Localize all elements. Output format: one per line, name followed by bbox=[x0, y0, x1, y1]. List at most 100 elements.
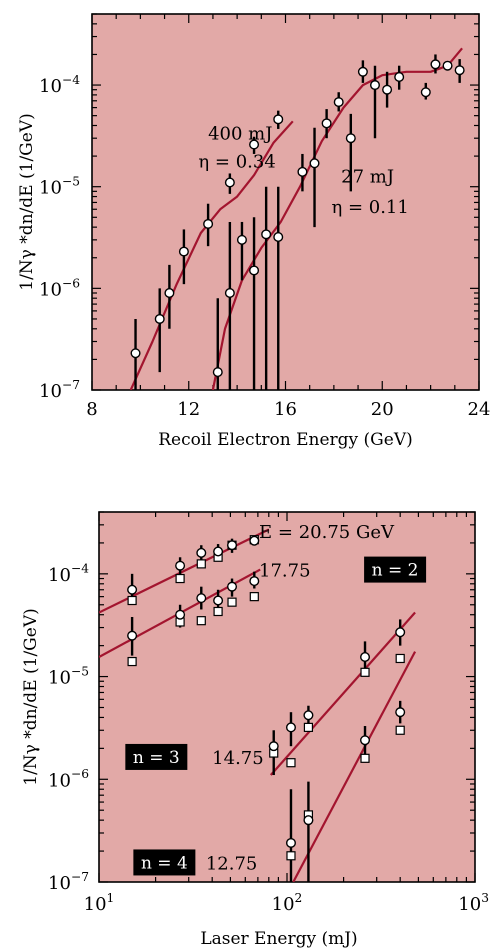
plot-2-frame bbox=[98, 511, 476, 883]
plot-1 bbox=[91, 13, 480, 391]
fit-line bbox=[269, 611, 416, 776]
data-point-square bbox=[196, 559, 206, 569]
annotation: 17.75 bbox=[259, 561, 311, 582]
data-point bbox=[442, 60, 453, 71]
data-point bbox=[394, 72, 405, 83]
data-point bbox=[345, 133, 356, 144]
data-point bbox=[236, 234, 247, 245]
y-tick-label-exp: −5 bbox=[71, 664, 89, 678]
data-point-square bbox=[360, 667, 370, 677]
x-tick-label-exp: 3 bbox=[481, 891, 489, 905]
annotation: η = 0.11 bbox=[331, 197, 408, 218]
fit-curve bbox=[211, 47, 463, 390]
y-tick-label: 10−5 bbox=[48, 664, 89, 688]
data-point bbox=[249, 535, 260, 546]
data-point bbox=[249, 576, 260, 587]
y-tick-label: 10−6 bbox=[48, 767, 89, 791]
label-box-text: n = 4 bbox=[141, 853, 188, 873]
annotation: 14.75 bbox=[212, 748, 264, 769]
label-box-text: n = 2 bbox=[372, 561, 419, 581]
data-point-square bbox=[127, 656, 137, 667]
y-tick-label-base: 10 bbox=[39, 381, 62, 402]
plot-1-points bbox=[130, 54, 465, 390]
data-point-square bbox=[175, 573, 185, 584]
data-point bbox=[154, 313, 165, 324]
plot-1-frame bbox=[91, 13, 480, 391]
data-point-square bbox=[249, 592, 259, 602]
data-point-square bbox=[227, 597, 237, 607]
annotation: E = 20.75 GeV bbox=[259, 522, 395, 543]
plot-2 bbox=[98, 511, 476, 883]
data-point bbox=[227, 581, 238, 592]
y-axis-label: 1/Nγ *dn/dE (1/GeV) bbox=[21, 608, 41, 785]
data-point-square bbox=[127, 595, 137, 606]
data-point bbox=[321, 118, 332, 129]
data-point bbox=[268, 741, 279, 752]
y-tick-label-base: 10 bbox=[48, 873, 71, 894]
data-point-square bbox=[395, 653, 405, 664]
y-tick-label: 10−6 bbox=[39, 276, 80, 300]
label-box-text: n = 3 bbox=[133, 748, 180, 768]
plot-1-background bbox=[92, 14, 479, 390]
annotation: 400 mJ bbox=[208, 124, 272, 145]
x-tick-label-base: 10 bbox=[272, 894, 295, 915]
data-point bbox=[249, 139, 260, 150]
data-point bbox=[203, 218, 214, 229]
x-tick-label: 12 bbox=[177, 399, 200, 420]
data-point bbox=[196, 547, 207, 558]
x-tick-label: 24 bbox=[468, 399, 491, 420]
x-axis-label: Recoil Electron Energy (GeV) bbox=[158, 430, 413, 450]
x-tick-label: 101 bbox=[84, 891, 115, 915]
data-point bbox=[196, 593, 207, 604]
data-point-square bbox=[213, 606, 223, 617]
data-point bbox=[382, 84, 393, 95]
data-point bbox=[130, 348, 141, 359]
data-point bbox=[297, 166, 308, 177]
x-tick-label: 102 bbox=[272, 891, 303, 915]
x-tick-label: 16 bbox=[274, 399, 297, 420]
data-point bbox=[303, 815, 314, 826]
data-point bbox=[430, 59, 441, 70]
y-tick-label: 10−4 bbox=[39, 73, 80, 97]
annotation: η = 0.34 bbox=[198, 151, 275, 172]
annotation: 12.75 bbox=[206, 853, 258, 874]
y-tick-label-base: 10 bbox=[39, 279, 62, 300]
data-point bbox=[175, 560, 186, 571]
data-point-square bbox=[360, 753, 370, 763]
data-point bbox=[369, 80, 380, 91]
y-tick-label-base: 10 bbox=[39, 178, 62, 199]
data-point bbox=[224, 288, 235, 299]
data-point bbox=[227, 540, 238, 551]
y-tick-label-exp: −7 bbox=[71, 870, 89, 884]
data-point bbox=[309, 158, 320, 169]
data-point-square bbox=[196, 616, 206, 626]
y-tick-label-exp: −6 bbox=[62, 276, 80, 290]
data-point bbox=[213, 546, 224, 557]
data-point bbox=[213, 595, 224, 606]
data-point bbox=[224, 177, 235, 188]
data-point bbox=[360, 652, 371, 663]
data-point-square bbox=[395, 725, 405, 735]
data-point-square bbox=[286, 851, 296, 861]
data-point bbox=[285, 837, 296, 848]
data-point-square bbox=[303, 722, 314, 732]
y-tick-label: 10−7 bbox=[48, 870, 89, 894]
data-point bbox=[127, 584, 138, 595]
data-point bbox=[303, 710, 314, 721]
label-box bbox=[364, 556, 427, 583]
y-axis-label: 1/Nγ *dn/dE (1/GeV) bbox=[17, 113, 37, 290]
x-tick-label: 8 bbox=[86, 399, 97, 420]
plot-2-points bbox=[127, 535, 406, 882]
data-point bbox=[395, 707, 406, 718]
data-point bbox=[178, 246, 189, 257]
fit-line bbox=[292, 651, 417, 882]
y-tick-label-base: 10 bbox=[48, 668, 71, 689]
y-tick-label-exp: −4 bbox=[71, 562, 89, 576]
y-tick-label-base: 10 bbox=[39, 76, 62, 97]
x-axis-label: Laser Energy (mJ) bbox=[200, 929, 357, 949]
y-tick-label: 10−5 bbox=[39, 175, 80, 199]
y-tick-label-base: 10 bbox=[48, 565, 71, 586]
data-point bbox=[420, 87, 431, 98]
x-tick-label-base: 10 bbox=[458, 894, 481, 915]
